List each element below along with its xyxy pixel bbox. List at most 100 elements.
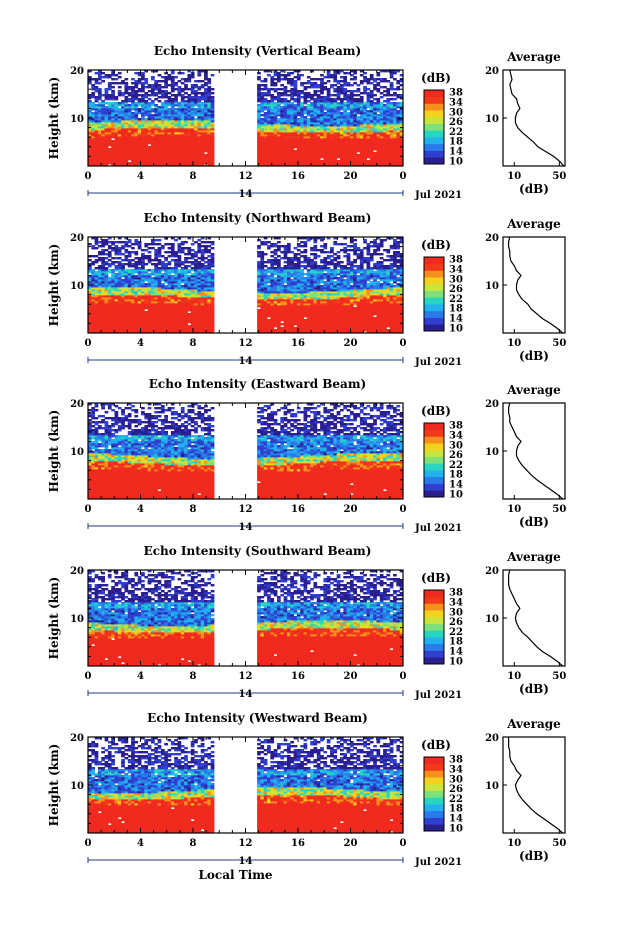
heatmap-cell bbox=[191, 267, 195, 269]
heatmap-cell bbox=[313, 98, 317, 100]
heatmap-cell bbox=[124, 241, 128, 243]
heatmap-cell bbox=[201, 102, 205, 104]
heatmap-cell bbox=[118, 102, 122, 104]
heatmap-cell bbox=[181, 247, 185, 249]
heatmap-cell bbox=[380, 78, 384, 80]
y-tick-label: 10 bbox=[70, 114, 84, 125]
heatmap-cell bbox=[383, 90, 387, 92]
heatmap-cell bbox=[191, 273, 195, 275]
heatmap-cell bbox=[105, 267, 109, 269]
heatmap-cell bbox=[151, 100, 155, 102]
heatmap-cell bbox=[111, 102, 115, 104]
heatmap-cell bbox=[207, 241, 211, 243]
heatmap-cell bbox=[134, 102, 138, 104]
colorbar-tick-label: 26 bbox=[449, 117, 463, 128]
heatmap-cell bbox=[161, 273, 165, 275]
heatmap-cell bbox=[191, 84, 195, 86]
heatmap-cell bbox=[181, 241, 185, 243]
heatmap-cell bbox=[95, 255, 99, 257]
heatmap-cell bbox=[370, 74, 374, 76]
heatmap-cell bbox=[184, 265, 188, 267]
heatmap-cell bbox=[151, 114, 155, 116]
heatmap-cell bbox=[280, 74, 284, 76]
heatmap-cell bbox=[347, 112, 351, 114]
heatmap-cell bbox=[128, 269, 132, 271]
heatmap-cell bbox=[350, 90, 354, 92]
heatmap-cell bbox=[393, 92, 397, 94]
heatmap-cell bbox=[327, 80, 331, 82]
heatmap-cell bbox=[134, 257, 138, 259]
heatmap-cell bbox=[174, 239, 178, 241]
heatmap-cell bbox=[168, 74, 172, 76]
colorbar-tick-label: 10 bbox=[449, 156, 463, 167]
heatmap-cell bbox=[168, 251, 172, 253]
heatmap-cell bbox=[287, 94, 291, 96]
heatmap-cell bbox=[158, 267, 162, 269]
heatmap-cell bbox=[168, 255, 172, 257]
heatmap-cell bbox=[151, 259, 155, 261]
heatmap-cell bbox=[158, 74, 162, 76]
heatmap-cell bbox=[128, 245, 132, 247]
heatmap-cell bbox=[181, 267, 185, 269]
heatmap-cell bbox=[197, 92, 201, 94]
heatmap-cell bbox=[178, 80, 182, 82]
heatmap-cell bbox=[211, 253, 215, 255]
heatmap-cell bbox=[267, 100, 271, 102]
heatmap-cell bbox=[101, 239, 105, 241]
heatmap-cell bbox=[164, 243, 168, 245]
heatmap-cell bbox=[128, 92, 132, 94]
heatmap-cell bbox=[171, 243, 175, 245]
heatmap-cell bbox=[187, 257, 191, 259]
heatmap-cell bbox=[207, 86, 211, 88]
heatmap-cell bbox=[347, 82, 351, 84]
heatmap-cell bbox=[201, 249, 205, 251]
heatmap-cell bbox=[174, 251, 178, 253]
heatmap-cell bbox=[115, 273, 119, 275]
heatmap-cell bbox=[300, 74, 304, 76]
heatmap-cell bbox=[280, 92, 284, 94]
heatmap-cell bbox=[207, 259, 211, 261]
heatmap-cell bbox=[267, 88, 271, 90]
heatmap-cell bbox=[287, 100, 291, 102]
heatmap-cell bbox=[376, 114, 380, 116]
heatmap-cell bbox=[184, 241, 188, 243]
heatmap-cell bbox=[360, 74, 364, 76]
average-x-label: (dB) bbox=[519, 182, 549, 196]
heatmap-cell bbox=[257, 76, 261, 78]
panel-title: Echo Intensity (Vertical Beam) bbox=[154, 44, 361, 58]
heatmap-cell bbox=[128, 86, 132, 88]
heatmap-cell bbox=[337, 86, 341, 88]
heatmap-cell bbox=[191, 243, 195, 245]
heatmap-cell bbox=[164, 285, 168, 287]
heatmap-cell bbox=[380, 86, 384, 88]
heatmap-cell bbox=[91, 102, 95, 104]
heatmap-cell bbox=[373, 84, 377, 86]
date-day-label: 14 bbox=[239, 189, 253, 200]
heatmap-cell bbox=[274, 102, 278, 104]
heatmap-cell bbox=[264, 84, 268, 86]
heatmap-cell bbox=[390, 82, 394, 84]
heatmap-cell bbox=[184, 78, 188, 80]
heatmap-cell bbox=[373, 94, 377, 96]
heatmap-cell bbox=[300, 96, 304, 98]
heatmap-cell bbox=[164, 90, 168, 92]
heatmap-cell bbox=[184, 253, 188, 255]
heatmap-cell bbox=[287, 90, 291, 92]
heatmap-cell bbox=[317, 90, 321, 92]
heatmap-cell bbox=[376, 88, 380, 90]
heatmap-cell bbox=[121, 80, 125, 82]
heatmap-cell bbox=[264, 98, 268, 100]
heatmap-cell bbox=[171, 76, 175, 78]
heatmap-cell bbox=[121, 241, 125, 243]
heatmap-cell bbox=[144, 78, 148, 80]
heatmap-cell bbox=[347, 72, 351, 74]
heatmap-cell bbox=[386, 98, 390, 100]
heatmap-cell bbox=[204, 245, 208, 247]
heatmap-cell bbox=[270, 94, 274, 96]
heatmap-cell bbox=[124, 269, 128, 271]
heatmap-cell bbox=[360, 92, 364, 94]
heatmap-cell bbox=[211, 74, 215, 76]
heatmap-cell bbox=[376, 98, 380, 100]
heatmap-cell bbox=[171, 98, 175, 100]
heatmap-cell bbox=[194, 259, 198, 261]
